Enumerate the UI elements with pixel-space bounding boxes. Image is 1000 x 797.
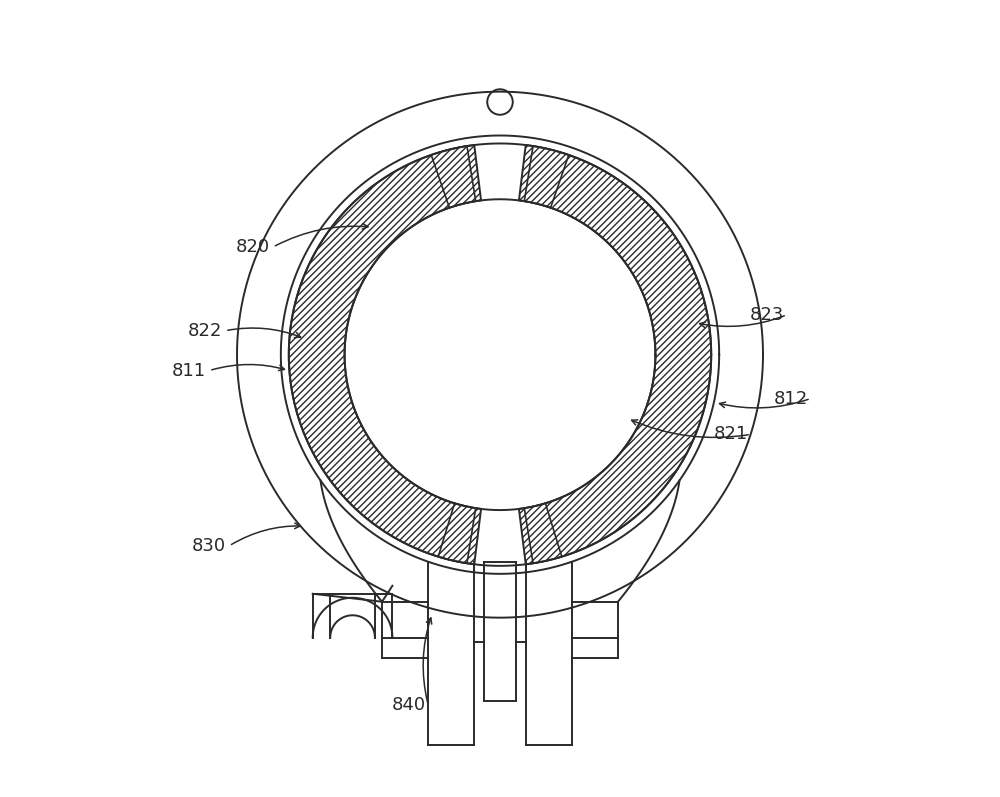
Text: 830: 830 [192, 537, 226, 555]
Polygon shape [431, 146, 476, 208]
Text: 821: 821 [714, 426, 748, 443]
Polygon shape [524, 146, 569, 208]
Text: 820: 820 [236, 238, 270, 256]
Polygon shape [524, 503, 562, 563]
Text: 822: 822 [188, 322, 222, 340]
Polygon shape [519, 145, 711, 564]
Text: 812: 812 [774, 390, 808, 407]
Polygon shape [289, 145, 481, 564]
Text: 840: 840 [391, 697, 425, 714]
Text: 823: 823 [750, 306, 784, 324]
Text: 811: 811 [172, 362, 206, 379]
Polygon shape [438, 503, 476, 563]
